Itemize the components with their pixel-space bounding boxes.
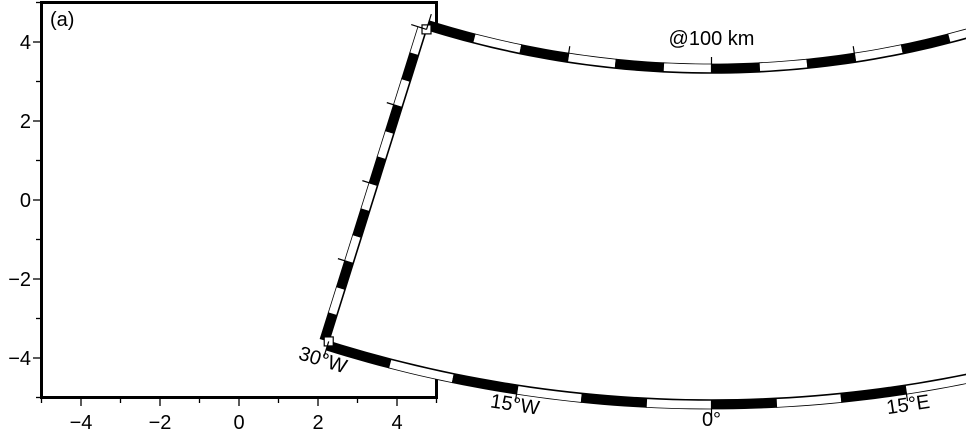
panel-a-x-tick-labels: −4 −2 0 2 4 xyxy=(70,412,403,432)
x-tick-label: 0 xyxy=(233,412,244,432)
panel-b: 30°W15°W0°15°E30°E 15°N30°N45°N60°N @100… xyxy=(296,13,966,431)
x-tick-label: −4 xyxy=(70,412,93,432)
x-tick-label: 4 xyxy=(391,412,402,432)
x-tick-label: −2 xyxy=(149,412,172,432)
panel-a: −4 −2 0 2 4 4 2 0 −2 −4 (a) xyxy=(8,1,438,432)
scale-bar-label: @100 km xyxy=(669,28,755,50)
lat-tick xyxy=(362,180,378,186)
panel-a-label: (a) xyxy=(50,9,74,31)
x-tick-label: 2 xyxy=(312,412,323,432)
map-inner-outline xyxy=(327,28,966,401)
panel-a-y-tick-labels: 4 2 0 −2 −4 xyxy=(8,32,31,370)
map-scale-bar: @100 km xyxy=(669,28,755,50)
lon-tick xyxy=(323,341,330,357)
map-ticks xyxy=(323,13,909,416)
map-fancy-frame xyxy=(319,20,966,410)
lat-tick xyxy=(337,258,354,264)
lon-tick xyxy=(566,46,571,63)
y-tick-label: 4 xyxy=(20,32,31,54)
panel-a-ticks xyxy=(33,1,438,406)
longitude-label: 0° xyxy=(702,409,721,431)
lon-tick xyxy=(425,13,432,30)
y-tick-label: −4 xyxy=(8,348,31,370)
y-tick-label: 0 xyxy=(20,190,31,212)
lat-tick xyxy=(411,24,427,30)
lon-tick xyxy=(514,385,519,402)
map-area xyxy=(328,29,966,400)
y-tick-label: 2 xyxy=(20,111,31,133)
lat-tick xyxy=(386,102,403,108)
lon-tick xyxy=(904,385,909,402)
y-tick-label: −2 xyxy=(8,269,31,291)
lon-tick xyxy=(852,46,857,63)
